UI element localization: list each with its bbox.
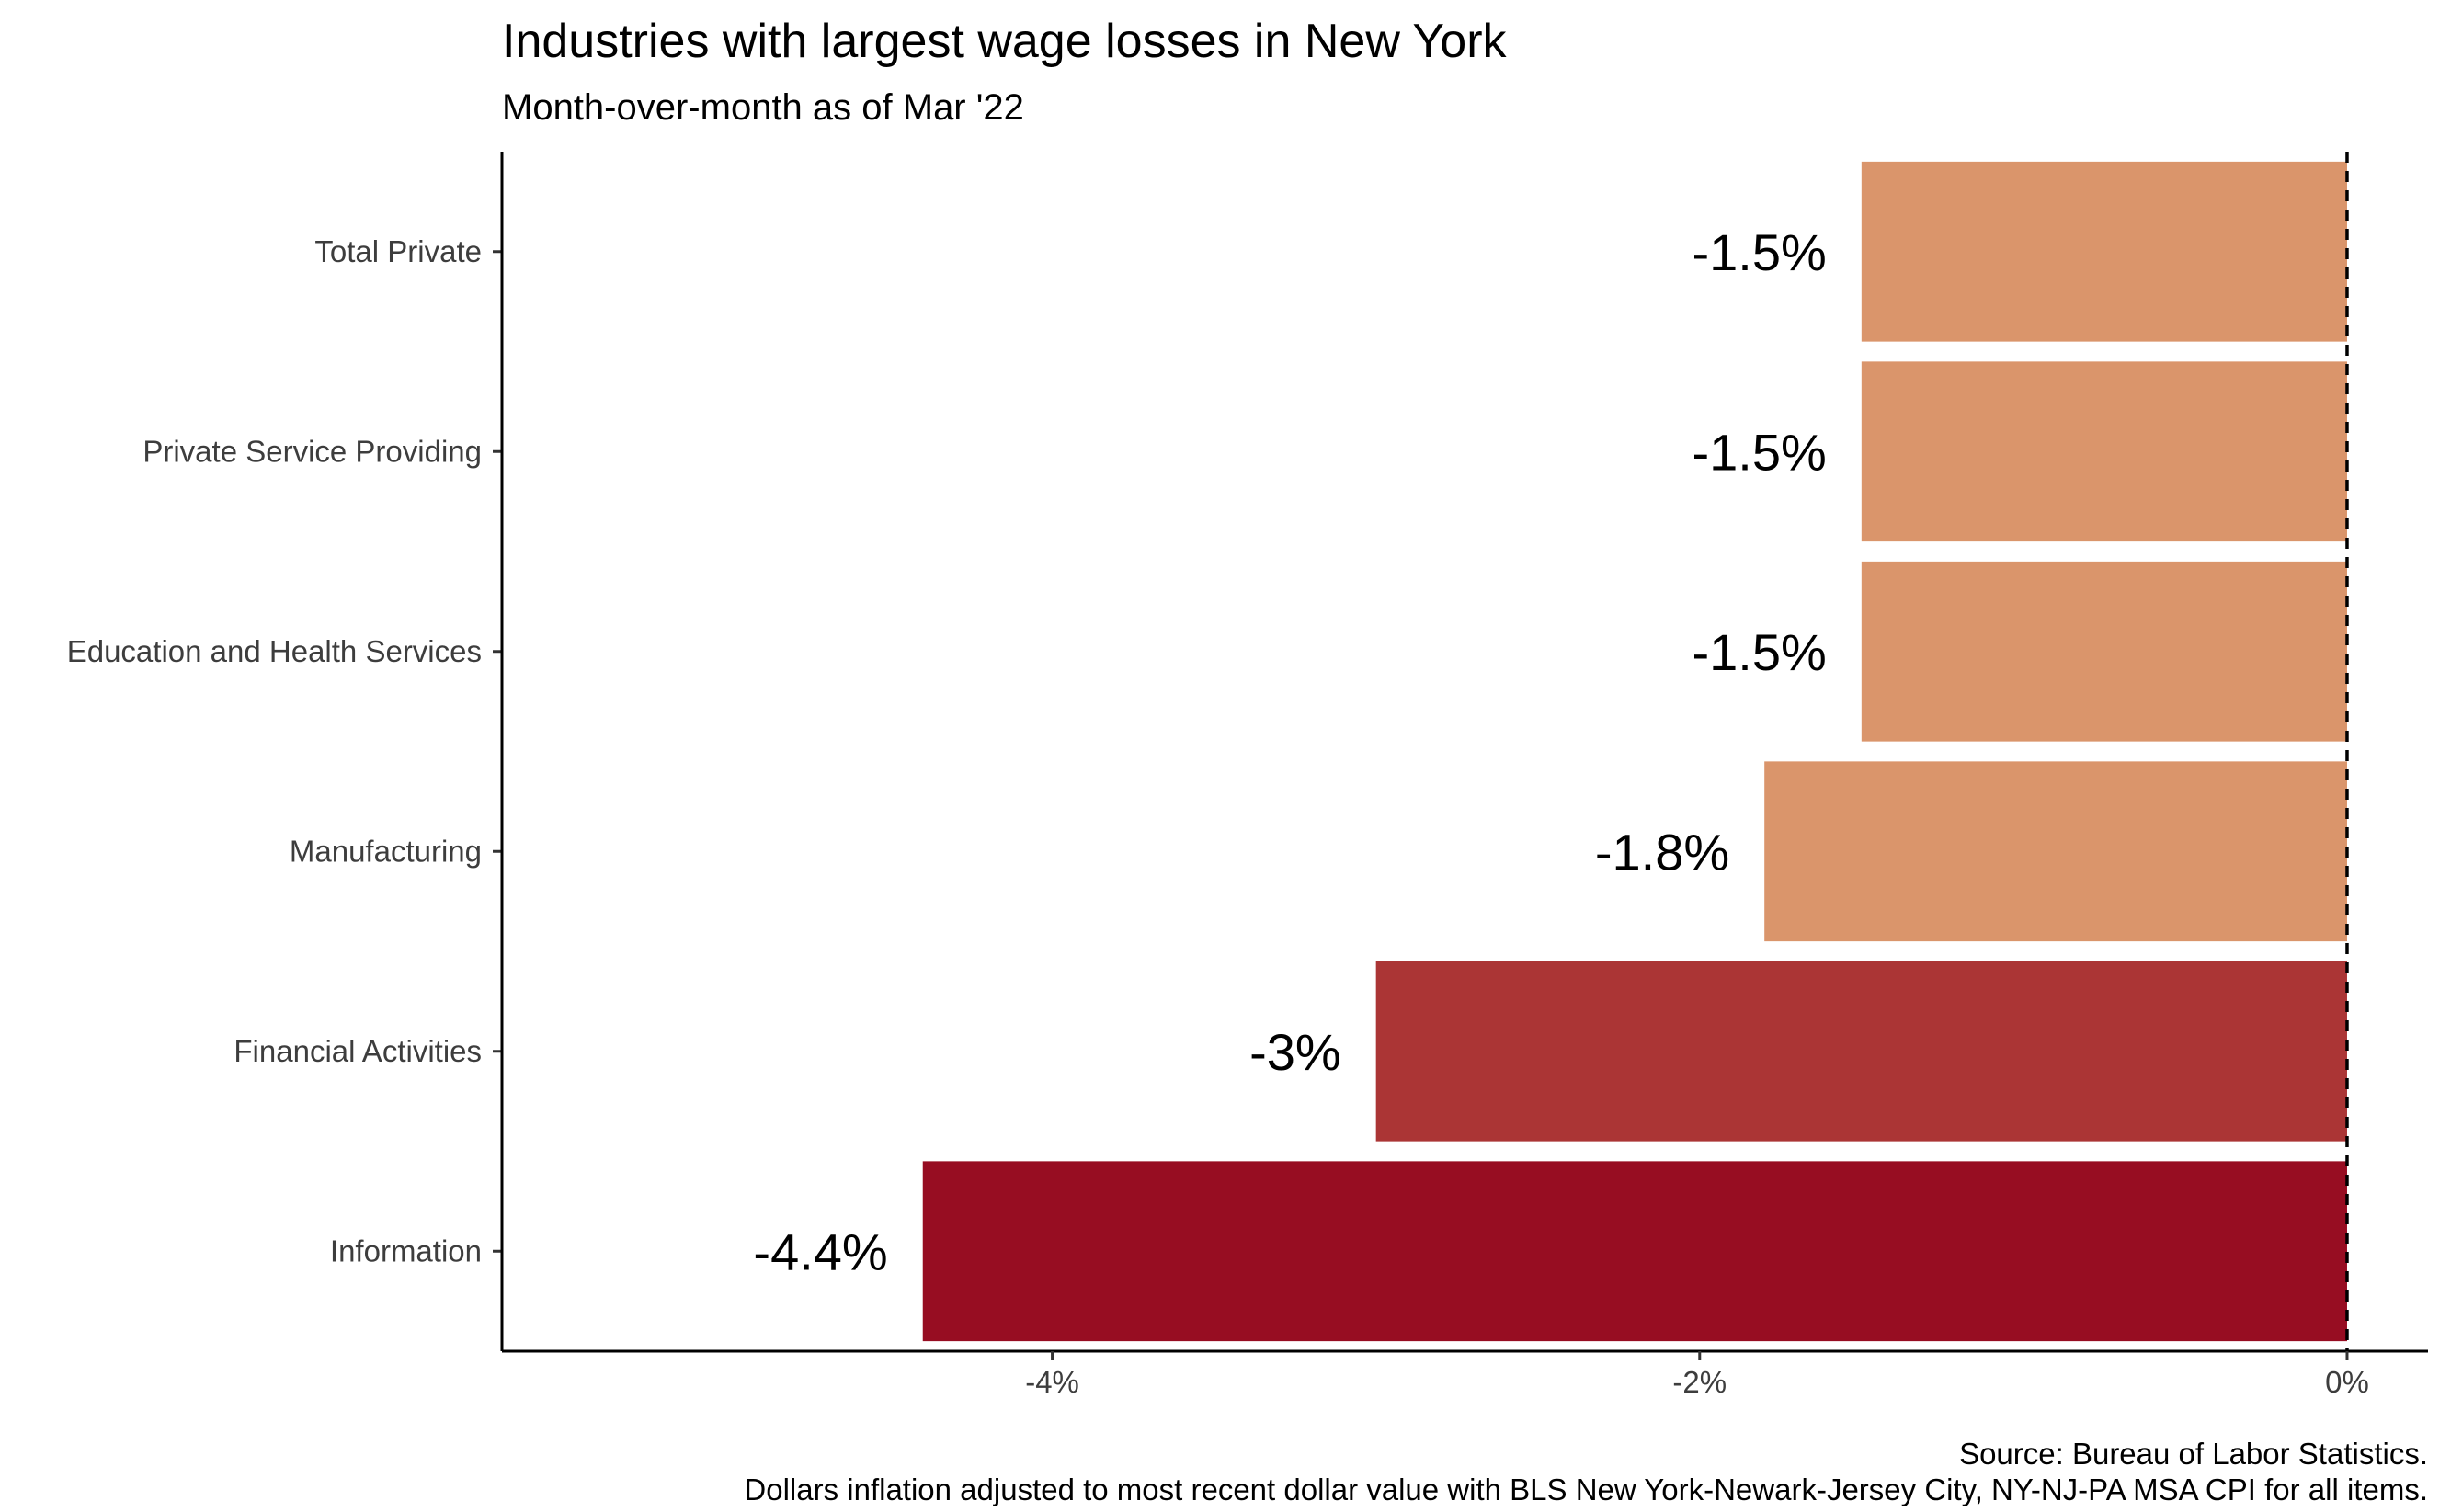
bar-labels-group: -1.5% -1.5% -1.5% -1.8% -3% -4.4% [753, 223, 1826, 1281]
y-tick-label: Education and Health Services [67, 634, 482, 668]
x-tick-label: 0% [2325, 1365, 2369, 1399]
y-tick-label: Total Private [314, 234, 482, 268]
bar-value-label: -1.5% [1693, 623, 1827, 681]
caption-note: Dollars inflation adjusted to most recen… [744, 1472, 2428, 1506]
bars-group [922, 161, 2347, 1342]
y-tick-label: Information [330, 1233, 482, 1268]
y-tick-label: Manufacturing [290, 834, 482, 868]
caption-source: Source: Bureau of Labor Statistics. [1959, 1437, 2428, 1471]
x-tick-label: -4% [1025, 1365, 1079, 1399]
chart-subtitle: Month-over-month as of Mar '22 [502, 87, 1024, 128]
y-tick-label: Private Service Providing [142, 434, 482, 468]
y-axis: Total Private Private Service Providing Ed… [67, 152, 504, 1351]
bar-value-label: -3% [1249, 1023, 1341, 1081]
bar-financial-activities [1375, 961, 2347, 1142]
bar-private-service-providing [1861, 361, 2347, 542]
bar-total-private [1861, 161, 2347, 342]
bar-information [922, 1161, 2347, 1342]
bar-manufacturing [1764, 761, 2347, 942]
bar-value-label: -1.5% [1693, 423, 1827, 481]
chart-title: Industries with largest wage losses in N… [502, 15, 1508, 68]
bar-value-label: -1.5% [1693, 223, 1827, 281]
y-tick-label: Financial Activities [234, 1034, 482, 1068]
bar-value-label: -1.8% [1595, 823, 1729, 881]
bar-education-and-health-services [1861, 561, 2347, 742]
bar-value-label: -4.4% [753, 1222, 887, 1280]
x-tick-label: -2% [1672, 1365, 1727, 1399]
x-axis: -4% -2% 0% [502, 1349, 2428, 1399]
